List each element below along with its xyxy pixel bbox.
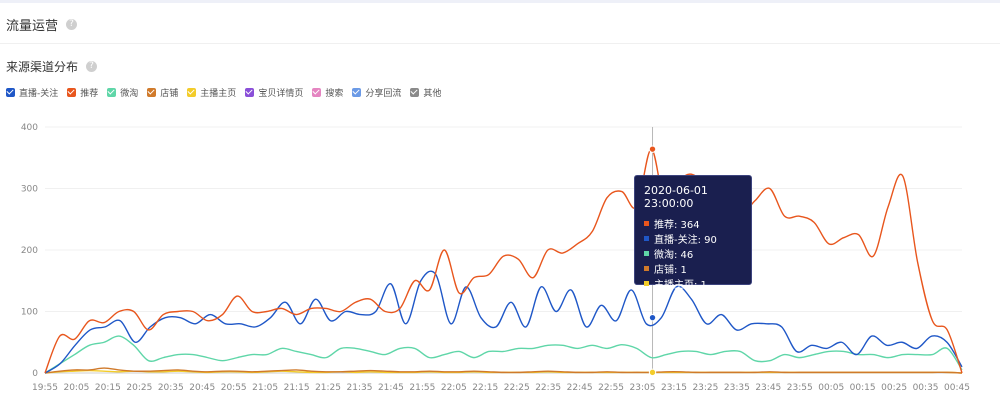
legend-item-share[interactable]: 分享回流: [352, 86, 401, 99]
series-line: [44, 270, 963, 374]
checkbox-icon[interactable]: [187, 88, 197, 97]
x-tick-label: 23:55: [787, 383, 813, 393]
tooltip-row: 店铺: 1: [644, 261, 742, 276]
checkbox-icon[interactable]: [312, 88, 322, 97]
legend-item-shop[interactable]: 店铺: [147, 86, 178, 99]
x-tick-label: 21:05: [252, 383, 278, 393]
tooltip-value: 主播主页: 1: [654, 280, 707, 291]
x-tick-label: 23:15: [661, 383, 687, 393]
x-tick-label: 20:05: [63, 383, 89, 393]
section-header: 流量运营 ?: [6, 15, 78, 34]
checkbox-icon[interactable]: [352, 88, 362, 97]
x-tick-label: 21:55: [409, 383, 435, 393]
tooltip-value: 推荐: 364: [654, 220, 700, 231]
x-tick-label: 22:35: [535, 383, 561, 393]
tooltip-row: 主播主页: 1: [644, 276, 742, 291]
legend-label: 宝贝详情页: [258, 89, 304, 99]
subsection-title: 来源渠道分布: [6, 60, 79, 74]
y-tick-label: 200: [21, 246, 38, 256]
section-title: 流量运营: [6, 19, 59, 34]
line-chart[interactable]: 0 100 200 300 400 19:55 20:05 20:15 20:25 20:35 20…: [0, 110, 1000, 416]
x-tick-label: 22:55: [598, 383, 624, 393]
x-tick-label: 23:35: [724, 383, 750, 393]
x-tick-label: 20:45: [189, 383, 215, 393]
tooltip-value: 店铺: 1: [654, 265, 687, 276]
x-tick-label: 20:35: [158, 383, 184, 393]
legend-item-other[interactable]: 其他: [410, 86, 441, 99]
checkbox-icon[interactable]: [147, 88, 157, 97]
tooltip-row: 推荐: 364: [644, 216, 742, 231]
x-tick-label: 23:25: [692, 383, 718, 393]
x-tick-label: 19:55: [32, 383, 58, 393]
x-tick-label: 21:45: [378, 383, 404, 393]
series-dot: [644, 266, 649, 271]
legend-label: 搜索: [325, 89, 344, 99]
top-accent-bar: [0, 0, 1000, 3]
data-point: [648, 368, 657, 377]
x-tick-label: 00:45: [944, 383, 970, 393]
x-tick-label: 21:15: [284, 383, 310, 393]
x-tick-label: 21:25: [315, 383, 341, 393]
x-tick-label: 22:05: [441, 383, 467, 393]
tooltip-value: 微淘: 46: [654, 250, 694, 261]
x-tick-label: 21:35: [347, 383, 373, 393]
legend-item-anchor-home[interactable]: 主播主页: [187, 86, 236, 99]
y-tick-label: 300: [21, 185, 38, 195]
x-tick-label: 23:05: [630, 383, 656, 393]
series-line: [44, 367, 963, 374]
legend-item-weitao[interactable]: 微淘: [107, 86, 138, 99]
legend-label: 微淘: [120, 89, 139, 99]
series-line: [44, 148, 963, 374]
x-tick-label: 00:05: [818, 383, 844, 393]
legend-label: 分享回流: [365, 89, 402, 99]
legend-item-recommend[interactable]: 推荐: [67, 86, 98, 99]
x-tick-label: 20:25: [126, 383, 152, 393]
data-point: [648, 313, 657, 322]
legend-item-follow[interactable]: 直播-关注: [6, 86, 58, 99]
help-icon[interactable]: ?: [66, 19, 78, 30]
y-tick-label: 100: [21, 308, 38, 318]
legend-item-item-detail[interactable]: 宝贝详情页: [245, 86, 303, 99]
series-line: [44, 335, 963, 374]
tooltip-time: 2020-06-01 23:00:00: [644, 184, 708, 210]
checkbox-icon[interactable]: [410, 88, 420, 97]
chart-tooltip: 2020-06-01 23:00:00 推荐: 364 直播-关注: 90 微淘…: [634, 175, 752, 291]
x-tick-label: 22:15: [472, 383, 498, 393]
divider: [0, 43, 1000, 44]
checkbox-icon[interactable]: [245, 88, 255, 97]
tooltip-row: 微淘: 46: [644, 246, 742, 261]
y-tick-label: 0: [32, 369, 38, 379]
series-dot: [644, 221, 649, 226]
x-tick-label: 00:15: [850, 383, 876, 393]
x-tick-label: 00:35: [913, 383, 939, 393]
data-point: [648, 145, 657, 153]
series-dot: [644, 236, 649, 241]
y-tick-label: 400: [21, 123, 38, 133]
legend-label: 推荐: [80, 89, 99, 99]
checkbox-icon[interactable]: [107, 88, 117, 97]
legend-label: 主播主页: [200, 89, 237, 99]
tooltip-value: 直播-关注: 90: [654, 235, 717, 246]
tooltip-row: 直播-关注: 90: [644, 231, 742, 246]
x-tick-label: 22:45: [567, 383, 593, 393]
legend-label: 店铺: [160, 89, 179, 99]
x-tick-label: 22:25: [504, 383, 530, 393]
chart-legend: 直播-关注 推荐 微淘 店铺 主播主页 宝贝详情页 搜索 分享回流 其他: [6, 86, 450, 99]
legend-label: 其他: [423, 89, 442, 99]
subsection-header: 来源渠道分布 ?: [6, 58, 98, 75]
legend-item-search[interactable]: 搜索: [312, 86, 343, 99]
checkbox-icon[interactable]: [6, 88, 15, 97]
help-icon[interactable]: ?: [86, 61, 98, 72]
x-tick-label: 23:45: [755, 383, 781, 393]
legend-label: 直播-关注: [19, 89, 59, 99]
series-dot: [644, 251, 649, 256]
x-tick-label: 00:25: [881, 383, 907, 393]
series-dot: [644, 281, 649, 286]
checkbox-icon[interactable]: [67, 88, 77, 97]
x-tick-label: 20:55: [221, 383, 247, 393]
x-tick-label: 20:15: [95, 383, 121, 393]
